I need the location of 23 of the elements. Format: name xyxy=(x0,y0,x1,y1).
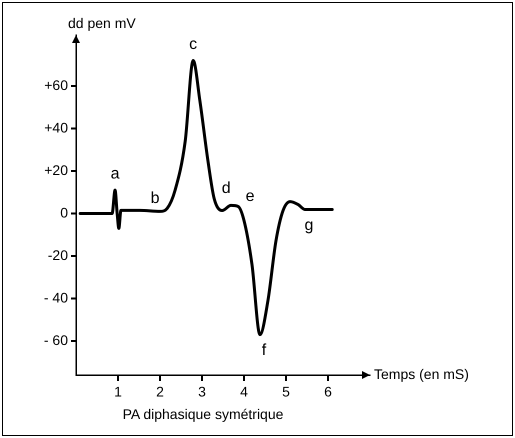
y-tick-label: +40 xyxy=(44,119,68,136)
x-tick-label: 5 xyxy=(282,383,290,400)
x-tick-label: 4 xyxy=(240,383,248,400)
x-tick-label: 3 xyxy=(198,383,206,400)
annotation: f xyxy=(262,342,267,360)
y-tick-label: +20 xyxy=(44,162,68,178)
y-tick-label: +60 xyxy=(44,76,68,93)
x-axis-title: Temps (en mS) xyxy=(374,366,469,382)
annotation: d xyxy=(222,180,231,198)
y-tick-label: 0 xyxy=(60,204,68,220)
annotation: a xyxy=(110,166,120,183)
annotation: e xyxy=(246,188,255,205)
text: PA diphasique symétrique xyxy=(122,406,284,422)
annotation: c xyxy=(189,36,198,53)
annotation: b xyxy=(150,190,160,207)
y-tick-label: - 40 xyxy=(44,289,68,306)
x-tick-label: 1 xyxy=(114,383,122,400)
annotation: g xyxy=(304,216,314,234)
y-tick-label: -20 xyxy=(48,246,68,263)
x-tick-label: 2 xyxy=(156,383,164,400)
y-tick-label: - 60 xyxy=(44,332,68,348)
y-axis-title: dd pen mV xyxy=(68,14,136,31)
x-tick-label: 6 xyxy=(324,383,332,400)
